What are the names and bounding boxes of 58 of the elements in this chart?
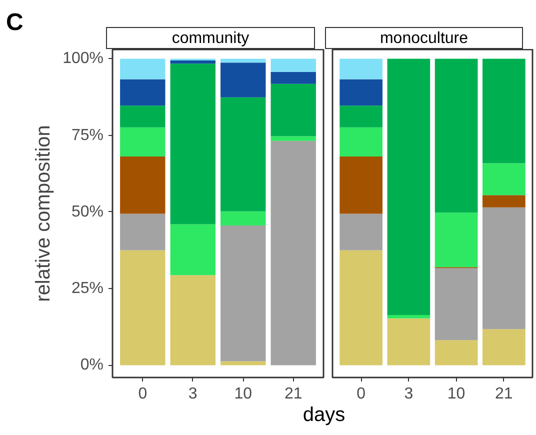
bar — [120, 250, 166, 366]
bar — [482, 195, 526, 208]
bar — [434, 212, 478, 268]
bar — [482, 58, 526, 164]
bar — [340, 106, 382, 128]
bar — [170, 64, 216, 224]
x-axis-title: days — [302, 403, 346, 428]
x-tick-label: 3 — [404, 386, 414, 402]
bar — [220, 97, 266, 212]
x-tick-label: 10 — [447, 386, 466, 402]
bar — [170, 275, 216, 366]
bar — [482, 163, 526, 196]
bar — [220, 58, 266, 63]
chart-title: community — [172, 29, 250, 49]
y-tick-label: 100% — [62, 50, 104, 68]
x-tick-label: 21 — [284, 386, 302, 402]
bar — [340, 127, 382, 156]
x-tick-label: 0 — [138, 386, 148, 402]
chart-title: monoculture — [380, 29, 468, 49]
x-tick-label: 3 — [188, 386, 198, 402]
bar — [434, 58, 478, 213]
bar — [170, 60, 216, 64]
bar — [270, 84, 316, 136]
bar — [434, 340, 478, 366]
y-tick-label: 25% — [71, 280, 104, 298]
bar — [434, 268, 478, 340]
bar — [340, 214, 382, 250]
bar — [270, 58, 316, 72]
bar — [220, 211, 266, 226]
x-tick-label: 0 — [356, 386, 366, 402]
y-tick-label: 50% — [71, 203, 104, 220]
bar — [482, 207, 526, 330]
bar — [120, 127, 166, 156]
y-tick-label: 0% — [80, 356, 104, 374]
bar — [340, 58, 382, 80]
bar — [120, 106, 166, 128]
bar — [120, 214, 166, 250]
bar — [270, 136, 316, 141]
bar — [220, 62, 266, 98]
bar — [220, 225, 266, 362]
y-axis-title: relative composition — [32, 125, 55, 302]
bar — [120, 79, 166, 106]
bar — [340, 250, 382, 366]
x-tick-label: 10 — [234, 386, 252, 402]
bar — [387, 58, 430, 315]
bar — [340, 156, 382, 214]
bar — [340, 79, 382, 106]
bar — [482, 329, 526, 366]
x-tick-label: 21 — [495, 386, 513, 402]
bar — [387, 318, 430, 366]
bar — [387, 314, 430, 318]
bar — [270, 72, 316, 84]
bar — [120, 156, 166, 214]
text: C — [6, 8, 24, 38]
bar — [120, 58, 166, 80]
y-tick-label: 75% — [71, 126, 104, 144]
bar — [170, 224, 216, 276]
bar — [270, 140, 316, 366]
